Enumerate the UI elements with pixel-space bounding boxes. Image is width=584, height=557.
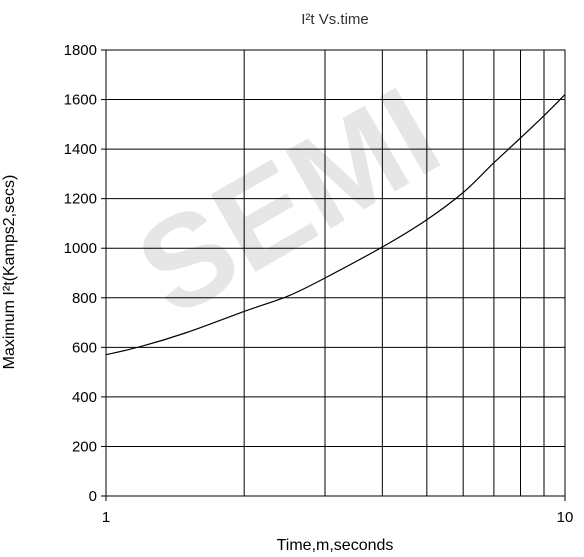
y-tick-label: 1000: [64, 240, 97, 257]
series-layer: [105, 94, 566, 356]
y-tick-label: 600: [72, 339, 97, 356]
series-line: [105, 94, 566, 356]
y-axis-ticks: 0 200 400 600 800 1000 1200 1400 1600 1800: [64, 42, 106, 505]
x-tick-label: 1: [102, 509, 110, 526]
x-axis-label: Time,m,seconds: [277, 537, 394, 554]
x-tick-label: 10: [557, 509, 574, 526]
y-tick-label: 1800: [64, 42, 97, 59]
y-tick-label: 800: [72, 290, 97, 307]
y-axis-label: Maximum I²t(Kamps2,secs): [1, 175, 18, 370]
plot-frame: [105, 49, 566, 497]
watermark: SEMI: [114, 59, 462, 344]
y-tick-label: 1600: [64, 92, 97, 109]
y-tick-label: 1400: [64, 141, 97, 158]
chart-title: I²t Vs.time: [301, 11, 369, 28]
y-tick-label: 400: [72, 389, 97, 406]
y-tick-label: 0: [89, 488, 97, 505]
y-tick-label: 200: [72, 438, 97, 455]
y-tick-label: 1200: [64, 191, 97, 208]
x-axis-ticks: 1 10: [102, 496, 574, 526]
